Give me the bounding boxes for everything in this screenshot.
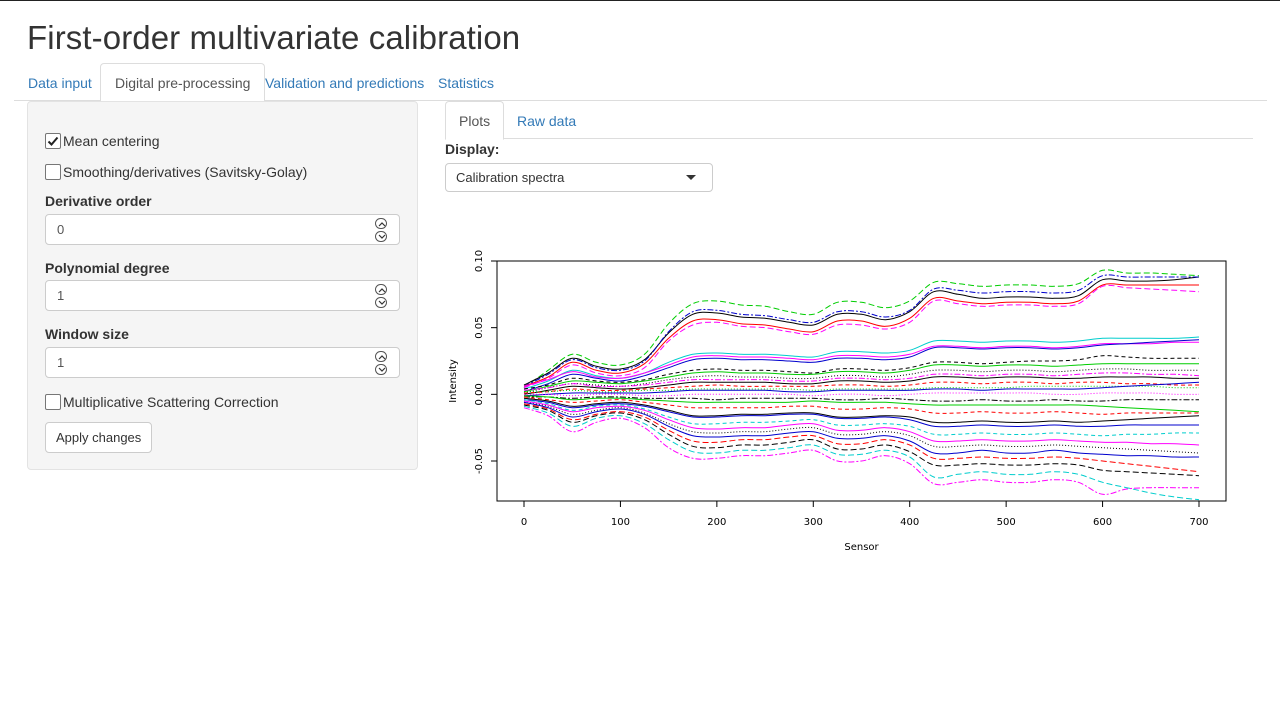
spectrum-line-2: [523, 276, 1200, 386]
smoothing-checkbox[interactable]: [45, 164, 61, 180]
spectrum-line-16: [523, 381, 1200, 397]
display-select-value: Calibration spectra: [456, 170, 565, 185]
spectrum-line-11: [523, 368, 1199, 394]
apply-changes-button[interactable]: Apply changes: [45, 422, 153, 453]
axis-layer: 0 100 200 300 400 500 600 700 -0.05 0.00 0.05 0.10: [474, 250, 1209, 528]
spectrum-line-12: [523, 372, 1200, 391]
msc-checkbox[interactable]: [45, 394, 61, 410]
spectrum-line-8: [523, 339, 1200, 393]
tab-statistics[interactable]: Statistics: [438, 75, 495, 91]
x-tick-label: 500: [997, 517, 1016, 528]
calibration-spectra-chart: 0 100 200 300 400 500 600 700-0.050.000.050.10 …: [448, 250, 1227, 553]
sub-tab-bar: Plots Raw data: [445, 101, 1253, 140]
spectrum-line-28: [523, 404, 1200, 477]
y-tick-label: 0.00: [474, 383, 485, 405]
polynomial-degree-input[interactable]: 1: [45, 280, 400, 311]
window-size-spinner[interactable]: [375, 351, 387, 375]
spectrum-line-7: [523, 341, 1200, 387]
spectrum-line-15: [523, 385, 1200, 393]
spin-down-icon[interactable]: [375, 231, 387, 242]
x-tick-label: 700: [1189, 517, 1208, 528]
spectrum-line-21: [523, 397, 1200, 424]
spectrum-line-20: [523, 396, 1199, 415]
spin-up-icon[interactable]: [375, 218, 387, 229]
checkmark-icon: [47, 136, 59, 146]
derivative-order-label: Derivative order: [45, 193, 152, 209]
smoothing-label: Smoothing/derivatives (Savitsky-Golay): [63, 164, 308, 180]
derivative-order-value: 0: [57, 222, 65, 237]
spectrum-line-30: [523, 407, 1199, 495]
spectrum-line-22: [523, 399, 1199, 428]
window-size-label: Window size: [45, 326, 129, 342]
spectrum-line-19: [523, 395, 1200, 413]
spin-down-icon[interactable]: [375, 364, 387, 375]
y-tick-label: -0.05: [474, 448, 485, 474]
tab-validation-and-predictions[interactable]: Validation and predictions: [265, 75, 425, 91]
spectrum-line-5: [523, 284, 1200, 389]
y-tick-label: 0.05: [474, 317, 485, 339]
tab-plots[interactable]: Plots: [445, 101, 505, 140]
window-size-input[interactable]: 1: [45, 347, 400, 378]
spectrum-line-9: [523, 355, 1199, 390]
window-size-value: 1: [57, 355, 65, 370]
x-tick-label: 300: [804, 517, 823, 528]
spectrum-line-25: [523, 401, 1200, 454]
y-axis-label: Intensity: [448, 359, 459, 403]
spectrum-line-14: [523, 381, 1200, 394]
mean-centering-row[interactable]: Mean centering: [45, 132, 160, 150]
spectrum-line-18: [523, 396, 1199, 402]
sidebar-panel: Mean centering Smoothing/derivatives (Sa…: [27, 101, 418, 470]
tab-raw-data[interactable]: Raw data: [517, 113, 577, 129]
mean-centering-checkbox[interactable]: [45, 133, 61, 149]
spectrum-line-4: [523, 283, 1199, 387]
spectrum-line-10: [523, 363, 1199, 393]
y-tick-label: 0.10: [474, 250, 485, 272]
spectrum-line-29: [523, 405, 1200, 501]
plot-frame: [496, 260, 1227, 502]
mean-centering-label: Mean centering: [63, 133, 160, 149]
spectrum-line-26: [523, 401, 1200, 458]
polynomial-degree-label: Polynomial degree: [45, 260, 170, 276]
spectrum-line-23: [523, 399, 1200, 437]
spectrum-line-1: [523, 269, 1200, 389]
spin-up-icon[interactable]: [375, 351, 387, 362]
smoothing-row[interactable]: Smoothing/derivatives (Savitsky-Golay): [45, 163, 307, 181]
tab-digital-pre-processing[interactable]: Digital pre-processing: [100, 63, 266, 102]
top-border: [0, 0, 1280, 1]
page-title: First-order multivariate calibration: [27, 19, 521, 56]
msc-label: Multiplicative Scattering Correction: [63, 394, 279, 410]
spin-down-icon[interactable]: [375, 297, 387, 308]
spectrum-line-24: [523, 400, 1200, 446]
derivative-order-spinner[interactable]: [375, 218, 387, 242]
x-tick-label: 600: [1093, 517, 1112, 528]
x-tick-label: 400: [900, 517, 919, 528]
polynomial-degree-spinner[interactable]: [375, 284, 387, 308]
msc-row[interactable]: Multiplicative Scattering Correction: [45, 393, 279, 411]
polynomial-degree-value: 1: [57, 288, 65, 303]
spectrum-line-3: [523, 274, 1199, 387]
spectrum-line-17: [523, 392, 1200, 397]
series-layer: [523, 269, 1200, 501]
spin-up-icon[interactable]: [375, 284, 387, 295]
x-tick-label: 200: [707, 517, 726, 528]
x-tick-label: 100: [611, 517, 630, 528]
caret-down-icon: [686, 175, 696, 180]
x-tick-label: 0: [521, 517, 527, 528]
display-select[interactable]: Calibration spectra: [445, 163, 713, 192]
main-tab-bar: Data input Digital pre-processing Valida…: [14, 63, 1267, 102]
spectrum-line-13: [523, 376, 1200, 395]
derivative-order-input[interactable]: 0: [45, 214, 400, 245]
spectrum-line-27: [523, 403, 1200, 473]
x-axis-label: Sensor: [844, 542, 879, 553]
display-label: Display:: [445, 141, 500, 157]
tab-data-input[interactable]: Data input: [28, 75, 92, 91]
